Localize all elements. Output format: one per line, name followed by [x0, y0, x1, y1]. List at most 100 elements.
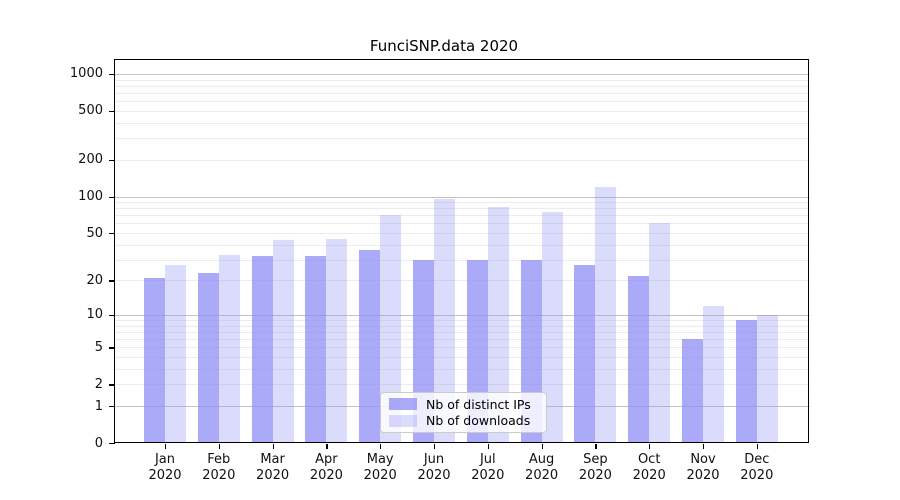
- y-tick-label: 100: [78, 189, 103, 204]
- y-tick: [109, 233, 115, 235]
- chart-title: FunciSNP.data 2020: [369, 37, 519, 55]
- x-tick: [649, 444, 651, 449]
- legend: Nb of distinct IPs Nb of downloads: [380, 392, 547, 433]
- y-tick: [109, 280, 115, 282]
- y-tick-label: 0: [94, 435, 103, 451]
- x-tick-month: Sep: [583, 452, 608, 467]
- legend-label-distinct-ips: Nb of distinct IPs: [426, 396, 531, 412]
- x-tick-label: Mar 2020: [245, 452, 301, 484]
- minor-grid-line: [115, 357, 810, 358]
- y-tick: [109, 110, 115, 113]
- y-tick-label: 10: [86, 307, 103, 323]
- legend-swatch-distinct-ips: [389, 398, 417, 411]
- bar-distinct-ips: [197, 273, 219, 443]
- x-tick: [380, 444, 382, 449]
- x-tick-year: 2020: [148, 468, 182, 483]
- x-tick-label: Sep 2020: [567, 452, 623, 484]
- minor-grid-line: [115, 85, 810, 87]
- legend-row-downloads: Nb of downloads: [389, 413, 538, 428]
- x-tick-year: 2020: [471, 468, 505, 483]
- bar-distinct-ips: [144, 277, 165, 443]
- major-grid-line: [115, 196, 810, 198]
- x-tick: [326, 444, 328, 449]
- bar-distinct-ips: [305, 256, 327, 443]
- minor-grid-line: [115, 325, 810, 327]
- x-tick-label: Nov 2020: [675, 452, 731, 484]
- legend-label-downloads: Nb of downloads: [426, 413, 531, 429]
- x-tick-month: Jun: [423, 452, 445, 467]
- y-tick: [109, 406, 115, 408]
- x-tick-label: Jan 2020: [137, 452, 193, 484]
- x-tick: [487, 444, 490, 449]
- minor-grid-line: [115, 259, 810, 261]
- bar-downloads: [326, 238, 348, 443]
- x-tick-month: Aug: [528, 452, 555, 467]
- minor-grid-line: [115, 384, 810, 386]
- y-tick: [109, 384, 115, 386]
- minor-grid-line: [115, 347, 810, 349]
- x-tick-month: Oct: [637, 452, 661, 467]
- minor-grid-line: [115, 101, 810, 103]
- x-tick-label: Feb 2020: [191, 452, 247, 484]
- x-tick-label: Jun 2020: [406, 452, 462, 484]
- y-tick-label: 50: [86, 225, 103, 241]
- minor-grid-line: [115, 339, 810, 341]
- y-tick: [109, 196, 115, 198]
- x-tick-year: 2020: [256, 468, 290, 483]
- x-tick-month: Mar: [260, 452, 285, 467]
- y-tick: [109, 73, 115, 76]
- bar-distinct-ips: [628, 275, 650, 443]
- x-tick: [756, 444, 759, 449]
- bar-downloads: [595, 187, 617, 443]
- minor-grid-line: [115, 159, 810, 161]
- y-tick: [109, 443, 115, 445]
- bar-distinct-ips: [735, 320, 757, 443]
- x-tick-month: Nov: [690, 452, 716, 467]
- x-tick: [595, 444, 597, 449]
- x-tick-year: 2020: [417, 468, 451, 483]
- y-tick: [109, 314, 115, 317]
- minor-grid-line: [115, 280, 810, 282]
- minor-grid-line: [115, 79, 810, 81]
- bar-downloads: [272, 239, 294, 443]
- bar-downloads: [487, 207, 509, 443]
- legend-swatch-downloads: [389, 414, 417, 427]
- bar-downloads: [380, 214, 402, 443]
- minor-grid-line: [115, 320, 810, 321]
- bar-downloads: [541, 211, 563, 443]
- minor-grid-line: [115, 202, 810, 203]
- bar-downloads: [434, 198, 455, 443]
- x-tick-year: 2020: [309, 468, 343, 483]
- axis-frame: [114, 59, 809, 443]
- y-tick-label: 20: [86, 272, 103, 288]
- x-tick: [541, 444, 543, 449]
- x-tick-label: Dec 2020: [729, 452, 785, 484]
- minor-grid-line: [115, 223, 810, 225]
- minor-grid-line: [115, 93, 810, 94]
- y-tick-label: 5: [94, 339, 103, 355]
- y-tick-label: 1: [94, 398, 103, 414]
- x-tick-month: May: [366, 452, 394, 467]
- bar-distinct-ips: [359, 250, 381, 443]
- y-tick: [109, 159, 115, 161]
- x-tick-year: 2020: [363, 468, 397, 483]
- x-tick: [165, 444, 167, 449]
- minor-grid-line: [115, 215, 810, 217]
- bar-distinct-ips: [251, 256, 273, 443]
- minor-grid-line: [115, 110, 810, 112]
- bar-downloads: [649, 222, 671, 443]
- x-tick-year: 2020: [740, 468, 774, 483]
- y-tick-label: 2: [94, 376, 103, 392]
- x-tick-month: Dec: [744, 452, 770, 467]
- bar-distinct-ips: [574, 265, 596, 443]
- x-tick-month: Feb: [207, 452, 231, 467]
- bar-downloads: [218, 254, 240, 443]
- major-grid-line: [115, 314, 810, 316]
- bar-downloads: [165, 265, 186, 443]
- x-tick-year: 2020: [686, 468, 720, 483]
- x-tick-label: Jul 2020: [460, 452, 516, 484]
- minor-grid-line: [115, 368, 810, 370]
- major-grid-line: [115, 73, 810, 75]
- bar-downloads: [756, 314, 778, 443]
